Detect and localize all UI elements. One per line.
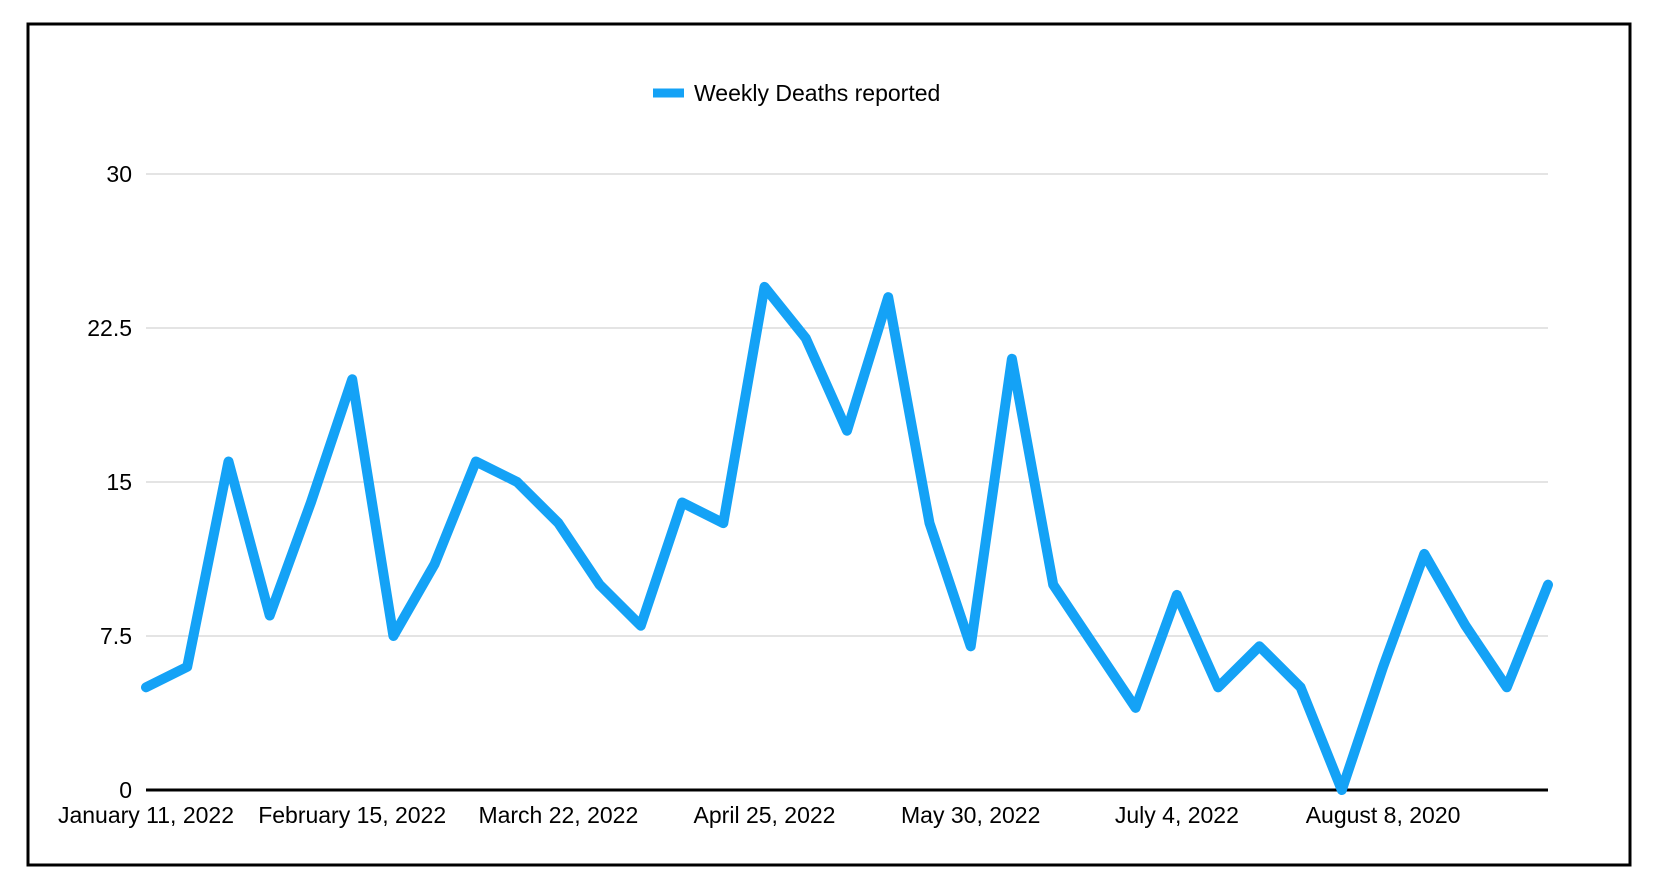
series-line — [141, 281, 1553, 795]
x-axis-labels: January 11, 2022 February 15, 2022 March 2… — [58, 802, 1460, 828]
x-tick-label: August 8, 2020 — [1306, 802, 1461, 828]
y-tick-label: 30 — [106, 161, 132, 187]
x-tick-label: January 11, 2022 — [58, 802, 234, 828]
x-tick-label: April 25, 2022 — [694, 802, 836, 828]
chart-frame — [26, 22, 1632, 867]
legend: Weekly Deaths reported — [653, 80, 940, 106]
y-tick-label: 15 — [106, 469, 132, 495]
x-tick-label: February 15, 2022 — [258, 802, 446, 828]
x-tick-label: March 22, 2022 — [478, 802, 638, 828]
y-tick-label: 7.5 — [100, 623, 132, 649]
x-tick-label: May 30, 2022 — [901, 802, 1040, 828]
y-tick-label: 22.5 — [87, 315, 132, 341]
y-tick-label: 0 — [119, 777, 132, 803]
gridlines — [146, 173, 1548, 637]
legend-label: Weekly Deaths reported — [694, 80, 940, 106]
y-axis-labels: 0 7.5 15 22.5 30 — [87, 161, 132, 803]
x-tick-label: July 4, 2022 — [1115, 802, 1239, 828]
